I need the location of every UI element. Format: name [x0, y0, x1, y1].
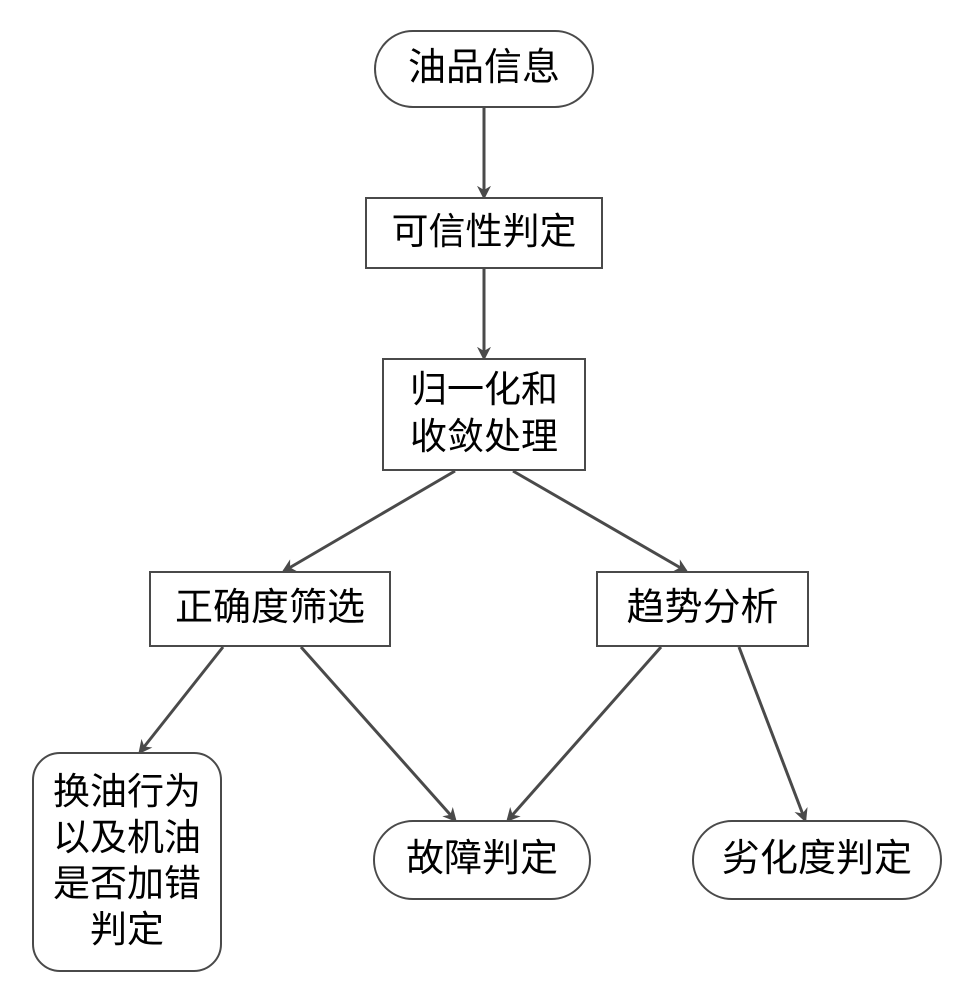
node-n3: 归一化和 收敛处理: [382, 358, 586, 471]
node-n7: 故障判定: [373, 820, 591, 900]
edge-n3-n4: [284, 471, 455, 571]
edge-n4-n7: [301, 647, 455, 820]
edge-n5-n7: [508, 647, 661, 820]
edge-n4-n6: [140, 647, 223, 752]
node-n6: 换油行为 以及机油 是否加错 判定: [32, 752, 222, 972]
node-n5: 趋势分析: [596, 571, 809, 647]
node-n1: 油品信息: [374, 30, 594, 108]
node-n4: 正确度筛选: [149, 571, 391, 647]
edge-n5-n8: [739, 647, 805, 820]
edge-n3-n5: [513, 471, 686, 571]
node-n2: 可信性判定: [365, 197, 603, 269]
node-n8: 劣化度判定: [692, 820, 942, 900]
